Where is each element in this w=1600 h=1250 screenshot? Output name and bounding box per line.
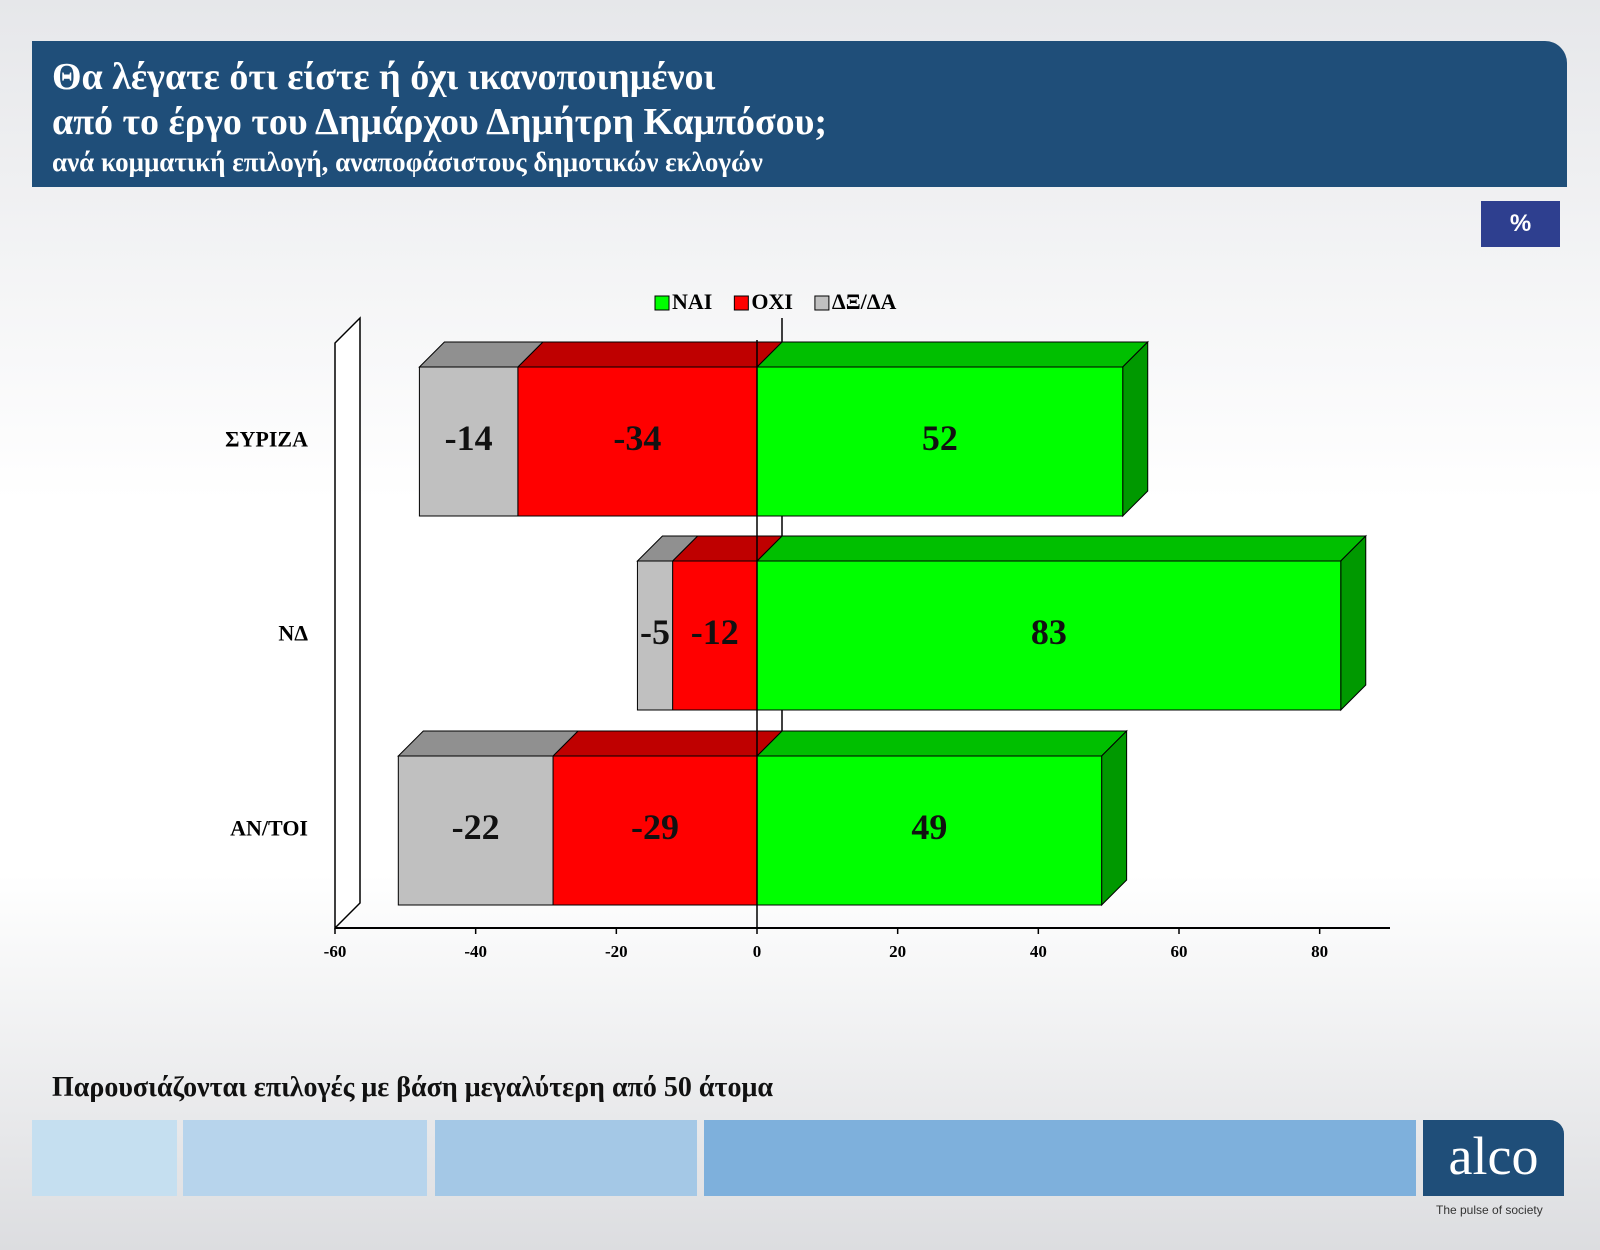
unit-badge: % [1481, 201, 1560, 247]
strip [435, 1120, 697, 1196]
strip [183, 1120, 427, 1196]
strip [32, 1120, 177, 1196]
bar [756, 560, 1342, 711]
x-tick-label: -40 [464, 942, 487, 961]
bar [636, 560, 674, 711]
x-tick-label: -20 [605, 942, 628, 961]
data-label: -14 [445, 418, 493, 458]
bar [672, 560, 758, 711]
bar [418, 366, 519, 517]
bar [517, 366, 758, 517]
data-label: -5 [640, 612, 670, 652]
title-line: Θα λέγατε ότι είστε ή όχι ικανοποιημένοι [52, 56, 716, 98]
data-label: -29 [631, 807, 679, 847]
bar [552, 755, 758, 906]
legend-label: ΔΞ/ΔΑ [832, 289, 897, 314]
y-tick-label: ΑΝ/ΤΟΙ [230, 816, 308, 841]
strip [704, 1120, 1416, 1196]
x-tick-label: 40 [1030, 942, 1047, 961]
x-tick-label: -60 [324, 942, 347, 961]
legend-swatch [654, 295, 670, 311]
x-tick-label: 60 [1171, 942, 1188, 961]
side-wall [334, 316, 361, 930]
data-label: -12 [691, 612, 739, 652]
data-label: -34 [613, 418, 661, 458]
logo: alco [1423, 1120, 1564, 1196]
legend-label: ΟΧΙ [751, 289, 793, 314]
x-tick-label: 0 [753, 942, 762, 961]
subtitle: ανά κομματική επιλογή, αναποφάσιστους δη… [52, 147, 763, 177]
bar [756, 366, 1124, 517]
bar-side [1101, 729, 1128, 907]
x-tick-label: 20 [889, 942, 906, 961]
bar-side [1340, 534, 1367, 712]
note: Παρουσιάζονται επιλογές με βάση μεγαλύτε… [52, 1072, 773, 1103]
data-label: -22 [452, 807, 500, 847]
bar-top [755, 535, 1367, 562]
bar-top [397, 730, 580, 757]
bar-top [551, 730, 784, 757]
header: Θα λέγατε ότι είστε ή όχι ικανοποιημένοι… [32, 41, 1567, 187]
legend-swatch [733, 295, 749, 311]
bar-top [755, 730, 1128, 757]
x-tick-label: 80 [1311, 942, 1328, 961]
data-label: 52 [922, 418, 958, 458]
legend-swatch [814, 295, 830, 311]
bar-top [755, 341, 1149, 368]
y-tick-label: ΣΥΡΙΖΑ [225, 427, 308, 452]
bar-top [516, 341, 784, 368]
tagline: The pulse of society [1436, 1203, 1543, 1217]
bar [397, 755, 554, 906]
data-label: 49 [911, 807, 947, 847]
y-tick-label: ΝΔ [278, 621, 308, 646]
legend-label: ΝΑΙ [672, 289, 712, 314]
title-line: από το έργο του Δημάρχου Δημήτρη Καμπόσο… [52, 101, 828, 143]
bar [756, 755, 1103, 906]
bar-side [1122, 340, 1149, 518]
data-label: 83 [1031, 612, 1067, 652]
